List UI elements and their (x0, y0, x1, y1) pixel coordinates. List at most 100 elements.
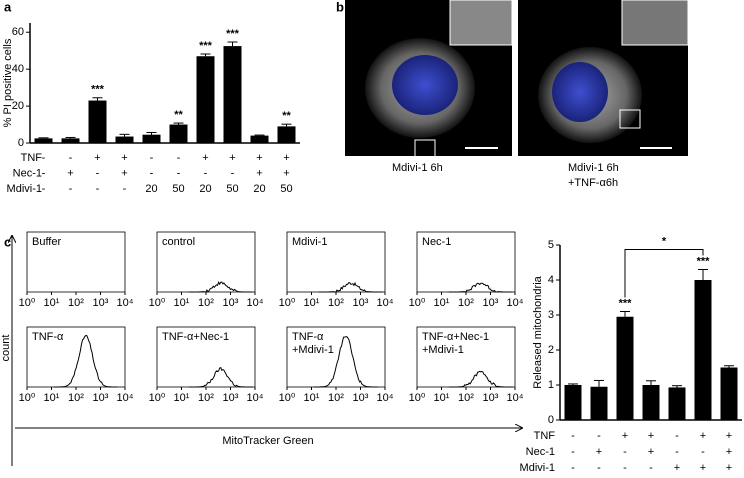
x-tick-label: 10³ (483, 392, 499, 404)
condition-name: Nec-1 (526, 446, 555, 458)
condition: - (571, 430, 575, 442)
x-tick-label: 10⁴ (507, 297, 524, 309)
histogram-curve (313, 336, 378, 388)
panel-name: Mdivi-1 (292, 236, 327, 248)
bar (88, 100, 107, 143)
condition: - (123, 183, 127, 195)
x-tick-label: 10¹ (304, 297, 320, 309)
x-tick-label: 10⁴ (247, 297, 264, 309)
y-tick-label: 20 (12, 100, 24, 112)
bar (142, 134, 161, 143)
significance: *** (619, 297, 633, 309)
x-tick-label: 10² (458, 297, 474, 309)
x-tick-label: 10⁰ (149, 392, 166, 404)
y-tick-label: 4 (548, 274, 554, 286)
condition-name: TNF (21, 152, 43, 164)
x-tick-label: 10⁰ (409, 392, 426, 404)
condition: + (700, 430, 706, 442)
y-tick-label: 40 (12, 63, 24, 75)
caption: +TNF-α6h (568, 177, 618, 189)
condition: 50 (280, 183, 292, 195)
panel-label: b (336, 0, 344, 14)
panel-label: a (4, 0, 12, 14)
condition: + (648, 446, 654, 458)
condition: - (571, 446, 575, 458)
histogram-curve (53, 334, 118, 388)
condition: - (69, 183, 73, 195)
x-tick-label: 10² (198, 392, 214, 404)
condition: - (649, 462, 653, 474)
condition: + (648, 430, 654, 442)
x-axis-label: MitoTracker Green (222, 435, 313, 447)
x-tick-label: 10¹ (434, 297, 450, 309)
histogram-curve (448, 282, 513, 293)
y-axis-label: count (0, 335, 12, 362)
y-tick-label: 2 (548, 344, 554, 356)
panel-name: TNF-α (292, 331, 324, 343)
bracket (624, 249, 704, 298)
x-tick-label: 10³ (483, 297, 499, 309)
condition: + (67, 167, 73, 179)
y-tick-label: 5 (548, 239, 554, 251)
y-tick-label: 3 (548, 309, 554, 321)
condition: - (597, 430, 601, 442)
condition: - (623, 446, 627, 458)
y-tick-label: 1 (548, 379, 554, 391)
condition: + (229, 152, 235, 164)
bar (616, 316, 634, 420)
condition: - (675, 430, 679, 442)
x-tick-label: 10⁰ (279, 392, 296, 404)
bar (250, 135, 269, 143)
caption: Mdivi-1 6h (392, 162, 443, 174)
significance: *** (697, 255, 711, 267)
x-tick-label: 10³ (353, 297, 369, 309)
condition: - (701, 446, 705, 458)
condition: + (674, 462, 680, 474)
x-tick-label: 10³ (353, 392, 369, 404)
bar (694, 280, 712, 420)
significance: ** (174, 109, 183, 121)
condition: + (726, 462, 732, 474)
x-tick-label: 10¹ (174, 392, 190, 404)
condition: 50 (226, 183, 238, 195)
bar (196, 56, 215, 143)
condition: - (623, 462, 627, 474)
condition: 20 (199, 183, 211, 195)
condition: - (96, 167, 100, 179)
condition: + (700, 462, 706, 474)
x-tick-label: 10³ (223, 392, 239, 404)
condition: + (726, 430, 732, 442)
panel-name: Nec-1 (422, 236, 451, 248)
condition: 20 (145, 183, 157, 195)
panel-name: TNF-α+Nec-1 (422, 331, 489, 343)
condition: + (121, 167, 127, 179)
x-tick-label: 10⁴ (117, 297, 134, 309)
x-tick-label: 10¹ (174, 297, 190, 309)
bar (115, 136, 134, 143)
condition: - (177, 152, 181, 164)
bar (720, 367, 738, 420)
x-tick-label: 10² (328, 297, 344, 309)
bar (564, 385, 582, 420)
panel-name: +Mdivi-1 (292, 344, 334, 356)
x-tick-label: 10⁴ (377, 392, 394, 404)
significance: *** (226, 28, 240, 40)
condition-name: Nec-1 (13, 167, 42, 179)
histogram-curve (318, 281, 383, 293)
condition: + (256, 167, 262, 179)
condition-name: Mdivi-1 (520, 462, 555, 474)
panel-name: control (162, 236, 195, 248)
bar (590, 386, 608, 420)
condition: 50 (172, 183, 184, 195)
condition: - (231, 167, 235, 179)
x-tick-label: 10¹ (44, 297, 60, 309)
condition: 20 (253, 183, 265, 195)
x-tick-label: 10⁴ (117, 392, 134, 404)
condition: + (202, 152, 208, 164)
condition: - (204, 167, 208, 179)
x-tick-label: 10² (68, 392, 84, 404)
bar (169, 124, 188, 143)
x-tick-label: 10⁴ (247, 392, 264, 404)
significance: *** (199, 40, 213, 52)
x-tick-label: 10¹ (434, 392, 450, 404)
